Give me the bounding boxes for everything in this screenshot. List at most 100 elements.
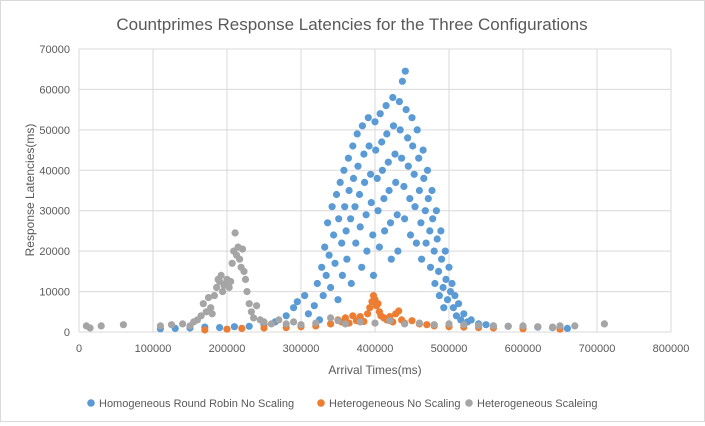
data-point bbox=[321, 243, 329, 251]
y-axis-tick-labels: 0 10000 20000 30000 40000 50000 60000 70000 bbox=[39, 44, 70, 339]
y-tick-label: 20000 bbox=[39, 246, 70, 258]
data-point bbox=[433, 235, 441, 243]
data-point bbox=[420, 174, 428, 182]
data-point bbox=[313, 279, 321, 288]
series-0 bbox=[156, 67, 572, 333]
data-point bbox=[408, 317, 416, 325]
data-point bbox=[376, 110, 384, 118]
data-point bbox=[398, 154, 406, 162]
data-point bbox=[445, 320, 453, 328]
data-point bbox=[409, 142, 417, 150]
y-tick-label: 0 bbox=[64, 327, 70, 339]
data-point bbox=[364, 310, 372, 318]
data-point bbox=[297, 321, 305, 329]
data-point bbox=[401, 320, 409, 328]
data-point bbox=[381, 227, 389, 235]
data-point bbox=[460, 310, 468, 318]
data-point bbox=[395, 98, 403, 106]
data-point bbox=[395, 307, 403, 315]
data-point bbox=[319, 292, 327, 300]
data-point bbox=[430, 321, 438, 329]
data-point bbox=[238, 245, 247, 253]
data-point bbox=[216, 324, 224, 332]
data-point bbox=[432, 207, 440, 215]
y-tick-label: 10000 bbox=[39, 287, 70, 299]
data-point bbox=[225, 283, 233, 292]
data-point bbox=[341, 203, 349, 211]
data-point bbox=[245, 322, 253, 330]
data-point bbox=[365, 142, 373, 150]
data-point bbox=[197, 312, 205, 320]
data-point bbox=[334, 296, 342, 304]
data-point bbox=[389, 93, 397, 102]
data-point bbox=[398, 77, 406, 85]
data-point bbox=[378, 166, 386, 174]
data-point bbox=[406, 195, 414, 203]
data-point bbox=[250, 314, 258, 322]
data-point bbox=[435, 292, 443, 300]
data-point bbox=[382, 102, 390, 110]
legend-marker bbox=[317, 399, 325, 407]
data-point bbox=[344, 154, 352, 162]
data-point bbox=[460, 321, 468, 329]
data-point bbox=[167, 321, 176, 329]
data-point bbox=[431, 279, 439, 288]
data-point bbox=[441, 247, 449, 255]
data-point bbox=[322, 271, 330, 279]
data-point bbox=[156, 322, 164, 330]
data-point bbox=[341, 314, 349, 322]
x-axis-label: Arrival Times(ms) bbox=[328, 363, 421, 377]
data-point bbox=[378, 138, 386, 146]
data-point bbox=[367, 170, 375, 178]
data-point bbox=[380, 195, 388, 203]
data-point bbox=[349, 312, 357, 320]
data-point bbox=[415, 186, 423, 195]
data-point bbox=[201, 326, 209, 334]
legend-item: Heterogeneous No Scaling bbox=[317, 398, 460, 410]
data-point bbox=[240, 267, 248, 275]
data-point bbox=[97, 322, 105, 330]
data-point bbox=[438, 255, 446, 263]
data-point bbox=[301, 292, 309, 300]
data-point bbox=[352, 239, 360, 247]
data-point bbox=[349, 142, 357, 150]
data-point bbox=[408, 114, 416, 122]
data-point bbox=[351, 203, 359, 211]
data-point bbox=[366, 304, 374, 312]
data-point bbox=[426, 227, 434, 235]
data-point bbox=[418, 255, 426, 263]
x-tick-label: 300000 bbox=[283, 343, 320, 355]
data-point bbox=[217, 271, 225, 279]
data-point bbox=[342, 227, 350, 235]
x-tick-label: 200000 bbox=[209, 343, 246, 355]
data-point bbox=[343, 255, 351, 263]
data-point bbox=[440, 304, 448, 312]
data-point bbox=[318, 263, 326, 271]
plot-area bbox=[82, 67, 609, 334]
data-point bbox=[504, 322, 512, 330]
data-point bbox=[392, 178, 400, 186]
data-point bbox=[356, 318, 364, 326]
data-point bbox=[358, 263, 366, 271]
y-tick-label: 70000 bbox=[39, 44, 70, 56]
data-point bbox=[331, 259, 339, 267]
data-point bbox=[386, 317, 394, 325]
data-point bbox=[419, 146, 427, 154]
data-point bbox=[304, 310, 312, 318]
data-point bbox=[386, 219, 395, 227]
data-point bbox=[391, 150, 399, 158]
data-point bbox=[260, 324, 268, 332]
legend-item: Homogeneous Round Robin No Scaling bbox=[87, 398, 294, 410]
data-point bbox=[236, 255, 244, 263]
data-point bbox=[400, 182, 408, 191]
data-point bbox=[401, 67, 409, 75]
legend-marker bbox=[87, 399, 95, 407]
data-point bbox=[327, 314, 335, 322]
data-point bbox=[371, 319, 379, 327]
data-point bbox=[219, 288, 227, 296]
data-point bbox=[327, 283, 335, 292]
data-point bbox=[362, 211, 370, 219]
data-point bbox=[383, 130, 391, 138]
data-point bbox=[369, 271, 378, 279]
